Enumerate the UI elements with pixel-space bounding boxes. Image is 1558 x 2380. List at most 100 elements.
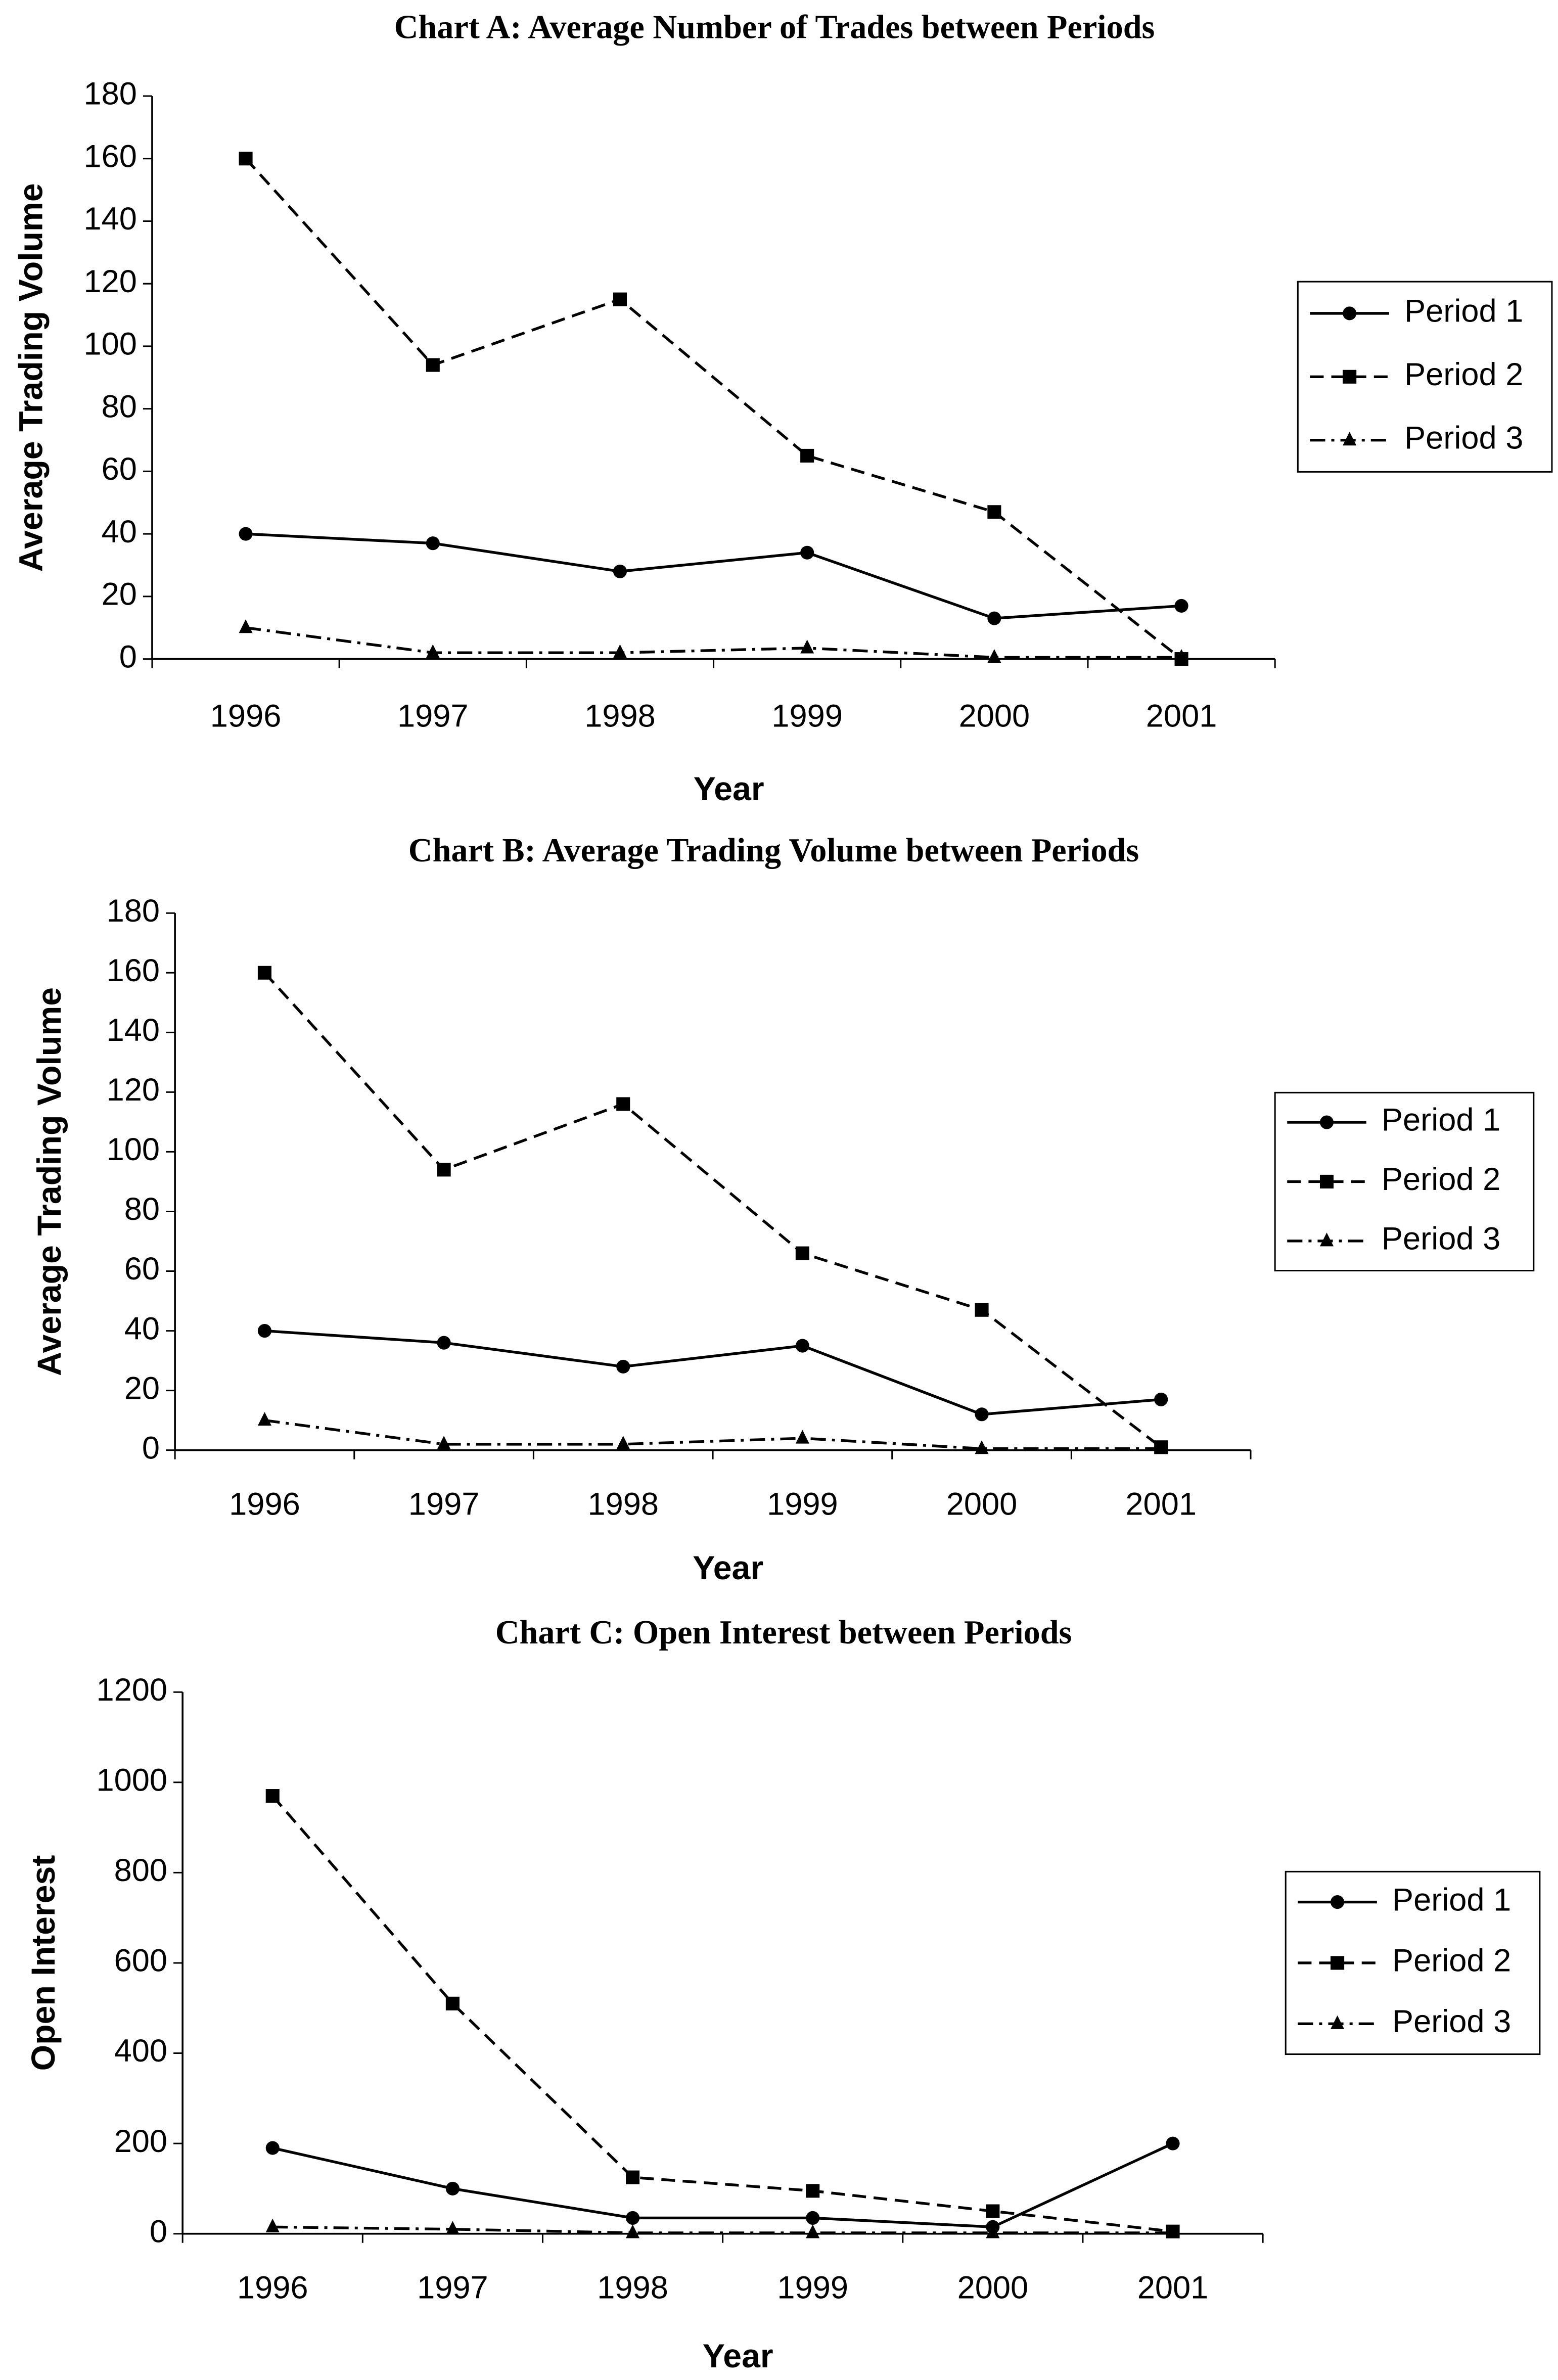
series-line: [245, 157, 1182, 660]
data-point: [426, 644, 440, 658]
data-point: [613, 564, 627, 578]
data-point: [1174, 599, 1188, 613]
data-point: [239, 619, 253, 633]
y-tick-label: 80: [102, 389, 137, 424]
data-point: [257, 966, 271, 980]
data-point: [257, 1412, 271, 1426]
data-point: [257, 1324, 271, 1338]
series-line: [272, 2225, 1173, 2234]
y-tick-label: 20: [102, 577, 137, 612]
legend-marker: [1331, 1895, 1345, 1909]
legend-marker: [1343, 370, 1357, 384]
legend-marker: [1319, 1174, 1334, 1188]
data-point: [1166, 2136, 1180, 2150]
legend-label: Period 1: [1404, 294, 1523, 329]
data-point: [426, 358, 440, 372]
x-axis-label: Year: [703, 2338, 773, 2375]
y-tick-label: 20: [124, 1370, 160, 1406]
data-point: [437, 1336, 451, 1350]
data-point: [613, 292, 627, 306]
data-point: [800, 639, 814, 654]
x-tick-label: 2001: [1125, 1487, 1197, 1522]
data-point: [239, 152, 253, 166]
y-axis-label: Open Interest: [25, 1855, 62, 2071]
y-tick-label: 200: [114, 2124, 167, 2159]
legend-marker: [1343, 306, 1357, 321]
data-point: [445, 2221, 460, 2235]
data-point: [987, 649, 1001, 663]
y-tick-label: 400: [114, 2033, 167, 2069]
series-line: [271, 1795, 1173, 2233]
y-tick-label: 0: [150, 2214, 167, 2249]
y-tick-label: 100: [107, 1132, 160, 1167]
x-tick-label: 1999: [767, 1487, 838, 1522]
data-point: [795, 1430, 809, 1444]
data-point: [987, 611, 1001, 625]
legend-marker: [1331, 1956, 1345, 1970]
y-tick-label: 40: [124, 1311, 160, 1346]
legend-marker: [1343, 432, 1357, 446]
x-tick-label: 1998: [597, 2270, 668, 2306]
data-point: [437, 1436, 451, 1450]
x-axis-label: Year: [694, 770, 764, 808]
y-tick-label: 100: [83, 327, 136, 362]
x-tick-label: 1996: [229, 1487, 300, 1522]
x-tick-label: 1996: [237, 2270, 308, 2306]
series-line: [264, 1418, 1161, 1450]
x-tick-label: 1999: [771, 699, 843, 734]
series-line: [245, 626, 1182, 659]
x-tick-label: 2001: [1137, 2270, 1209, 2306]
x-tick-label: 1997: [417, 2270, 488, 2306]
y-tick-label: 180: [107, 893, 160, 929]
x-tick-label: 1997: [397, 699, 469, 734]
legend-label: Period 1: [1382, 1103, 1500, 1138]
data-point: [800, 545, 814, 560]
legend-marker: [1331, 2015, 1345, 2029]
data-point: [265, 1789, 280, 1803]
data-point: [265, 2141, 280, 2155]
legend-label: Period 3: [1404, 420, 1523, 455]
data-point: [626, 2224, 640, 2238]
y-tick-label: 120: [107, 1072, 160, 1108]
x-tick-label: 1999: [777, 2270, 848, 2306]
y-tick-label: 1200: [96, 1672, 167, 1708]
y-tick-label: 180: [83, 76, 136, 112]
data-point: [986, 2204, 1000, 2218]
data-point: [1154, 1440, 1168, 1454]
legend-marker: [1319, 1232, 1334, 1247]
y-tick-label: 120: [83, 264, 136, 299]
y-tick-label: 80: [124, 1192, 160, 1227]
x-tick-label: 2000: [946, 1487, 1018, 1522]
data-point: [806, 2211, 820, 2225]
y-tick-label: 0: [119, 639, 137, 674]
data-point: [795, 1339, 809, 1353]
legend-label: Period 1: [1392, 1882, 1511, 1917]
data-point: [445, 2181, 460, 2195]
data-point: [800, 448, 814, 463]
x-tick-label: 2000: [959, 699, 1030, 734]
legend-label: Period 3: [1392, 2004, 1511, 2039]
data-point: [437, 1163, 451, 1177]
data-point: [975, 1440, 989, 1454]
y-tick-label: 0: [142, 1430, 160, 1466]
y-tick-label: 40: [102, 514, 137, 550]
data-point: [987, 505, 1001, 519]
legend-label: Period 2: [1382, 1162, 1500, 1197]
y-axis-label: Average Trading Volume: [13, 183, 50, 572]
y-tick-label: 60: [102, 451, 137, 487]
legend-label: Period 2: [1404, 357, 1523, 392]
data-point: [613, 644, 627, 658]
x-tick-label: 2001: [1146, 699, 1217, 734]
y-tick-label: 160: [83, 139, 136, 174]
series-line: [264, 1329, 1161, 1416]
y-tick-label: 1000: [96, 1762, 167, 1798]
data-point: [1166, 2224, 1180, 2238]
x-tick-label: 1996: [210, 699, 282, 734]
data-point: [806, 2184, 820, 2198]
data-point: [975, 1407, 989, 1422]
data-point: [795, 1246, 809, 1260]
data-point: [265, 2218, 280, 2232]
y-tick-label: 140: [83, 201, 136, 237]
data-point: [616, 1359, 630, 1374]
